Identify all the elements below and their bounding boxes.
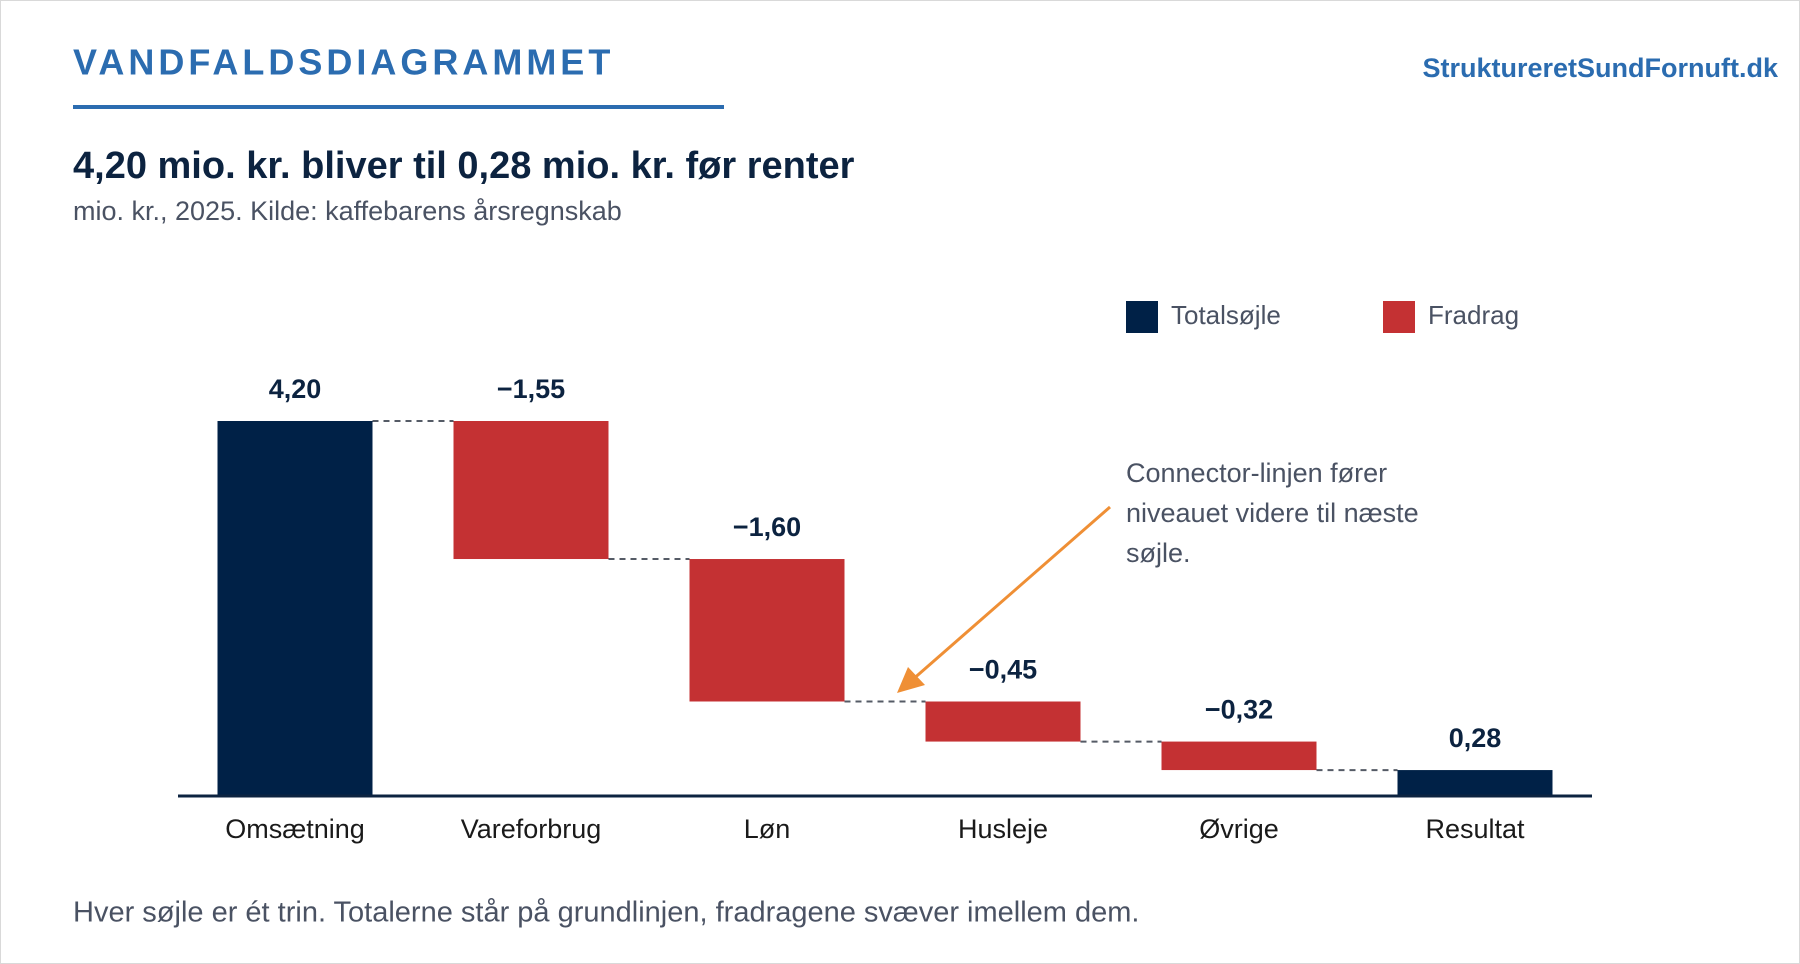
x-tick-label: Omsætning: [225, 814, 365, 844]
value-label: −0,45: [969, 655, 1037, 685]
x-tick-label: Resultat: [1425, 814, 1525, 844]
bar: [453, 421, 609, 560]
x-tick-label: Husleje: [958, 814, 1048, 844]
value-label: 0,28: [1449, 723, 1502, 753]
bar: [689, 559, 845, 702]
bar: [217, 421, 373, 795]
legend-label: Fradrag: [1428, 300, 1519, 330]
annotation: Connector-linjen fører niveauet videre t…: [1126, 458, 1419, 568]
value-label: −1,60: [733, 512, 801, 542]
chart-title: 4,20 mio. kr. bliver til 0,28 mio. kr. f…: [73, 145, 855, 187]
legend-label: Totalsøjle: [1171, 300, 1281, 330]
annotation-arrow: [910, 505, 1111, 683]
x-tick-label: Løn: [744, 814, 791, 844]
legend-swatch: [1383, 301, 1415, 333]
legend-swatch: [1126, 301, 1158, 333]
annotation-arrowhead: [897, 667, 925, 693]
x-tick-label: Øvrige: [1199, 814, 1279, 844]
value-label: −0,32: [1205, 695, 1273, 725]
bar: [1397, 770, 1553, 795]
chart-subtitle: mio. kr., 2025. Kilde: kaffebarens årsre…: [73, 196, 622, 226]
value-label: 4,20: [269, 374, 322, 404]
value-label: −1,55: [497, 374, 565, 404]
header-rule: [73, 105, 724, 109]
footnote: Hver søjle er ét trin. Totalerne står på…: [73, 897, 1140, 929]
x-tick-label: Vareforbrug: [461, 814, 602, 844]
bar: [1161, 741, 1317, 771]
bar: [925, 701, 1081, 742]
header-title: VANDFALDSDIAGRAMMET: [73, 42, 614, 83]
site-name: StruktureretSundFornuft.dk: [1423, 53, 1779, 83]
